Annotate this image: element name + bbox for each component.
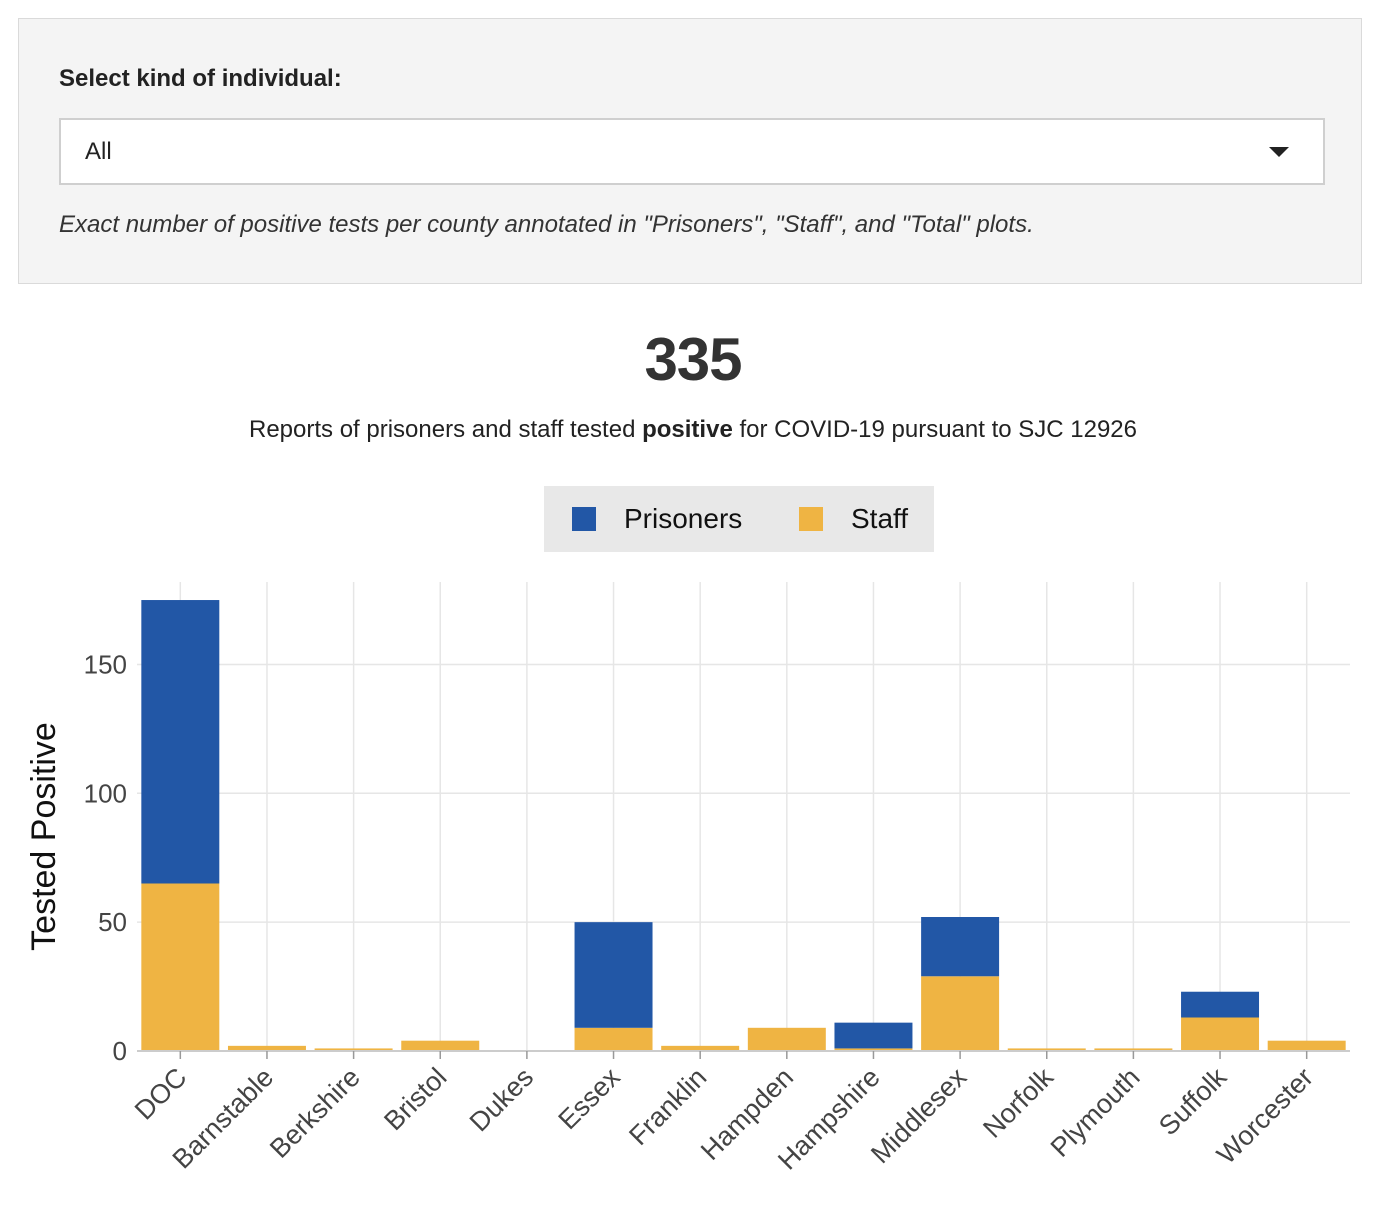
individual-kind-select[interactable]: All <box>59 118 1325 185</box>
bar-staff-plymouth <box>1094 1048 1173 1051</box>
y-tick-label: 100 <box>84 778 127 808</box>
legend-label-staff: Staff <box>851 503 909 534</box>
x-tick-label: Norfolk <box>977 1062 1059 1144</box>
bar-prisoners-essex <box>574 922 653 1028</box>
bar-prisoners-hampshire <box>834 1022 913 1049</box>
x-tick-label: Franklin <box>623 1062 712 1151</box>
bar-staff-berkshire <box>314 1048 393 1051</box>
bar-staff-essex <box>574 1027 653 1051</box>
bar-staff-suffolk <box>1181 1017 1260 1051</box>
legend-label-prisoners: Prisoners <box>624 503 743 534</box>
x-tick-label: Bristol <box>378 1062 452 1136</box>
x-tick-label: Berkshire <box>264 1062 366 1164</box>
x-tick-label: DOC <box>129 1062 193 1126</box>
annotation-note: Exact number of positive tests per count… <box>59 211 1034 238</box>
y-axis-title: Tested Positive <box>25 722 63 951</box>
filter-panel: Select kind of individual: All Exact num… <box>18 18 1362 284</box>
chevron-down-icon[interactable] <box>1269 147 1289 157</box>
subtitle-text-end: for COVID-19 pursuant to SJC 12926 <box>732 416 1137 443</box>
subtitle-text-start: Reports of prisoners and staff tested <box>248 416 643 443</box>
bar-staff-hampden <box>747 1027 826 1051</box>
subtitle-bold: positive <box>642 416 733 443</box>
staff-swatch <box>799 507 823 531</box>
bar-staff-worcester <box>1267 1040 1346 1051</box>
prisoners-swatch <box>572 507 596 531</box>
bar-staff-middlesex <box>921 976 1000 1051</box>
x-tick-label: Suffolk <box>1153 1062 1233 1142</box>
x-tick-label: Essex <box>553 1062 627 1136</box>
total-positive-count: 335 <box>644 326 742 393</box>
chart-subtitle: Reports of prisoners and staff tested po… <box>0 416 1386 444</box>
y-tick-label: 150 <box>84 649 127 679</box>
bar-prisoners-middlesex <box>921 917 1000 977</box>
bar-staff-franklin <box>661 1045 740 1051</box>
y-tick-label: 50 <box>98 907 127 937</box>
x-tick-label: Middlesex <box>865 1062 973 1170</box>
bar-staff-hampshire <box>834 1048 913 1051</box>
bar-staff-barnstable <box>227 1045 306 1051</box>
select-value: All <box>85 138 112 165</box>
x-tick-label: Plymouth <box>1045 1062 1146 1163</box>
chart-legend: Prisoners Staff <box>544 486 934 552</box>
x-tick-label: Dukes <box>464 1062 539 1137</box>
bar-staff-norfolk <box>1007 1048 1086 1051</box>
bar-prisoners-suffolk <box>1181 991 1260 1018</box>
y-tick-label: 0 <box>113 1036 127 1066</box>
bar-staff-bristol <box>401 1040 480 1051</box>
bar-staff-doc <box>141 883 220 1051</box>
bar-prisoners-doc <box>141 600 220 884</box>
legend-item-staff[interactable]: Staff <box>799 486 908 552</box>
select-label: Select kind of individual: <box>59 65 342 92</box>
legend-item-prisoners[interactable]: Prisoners <box>572 486 742 552</box>
